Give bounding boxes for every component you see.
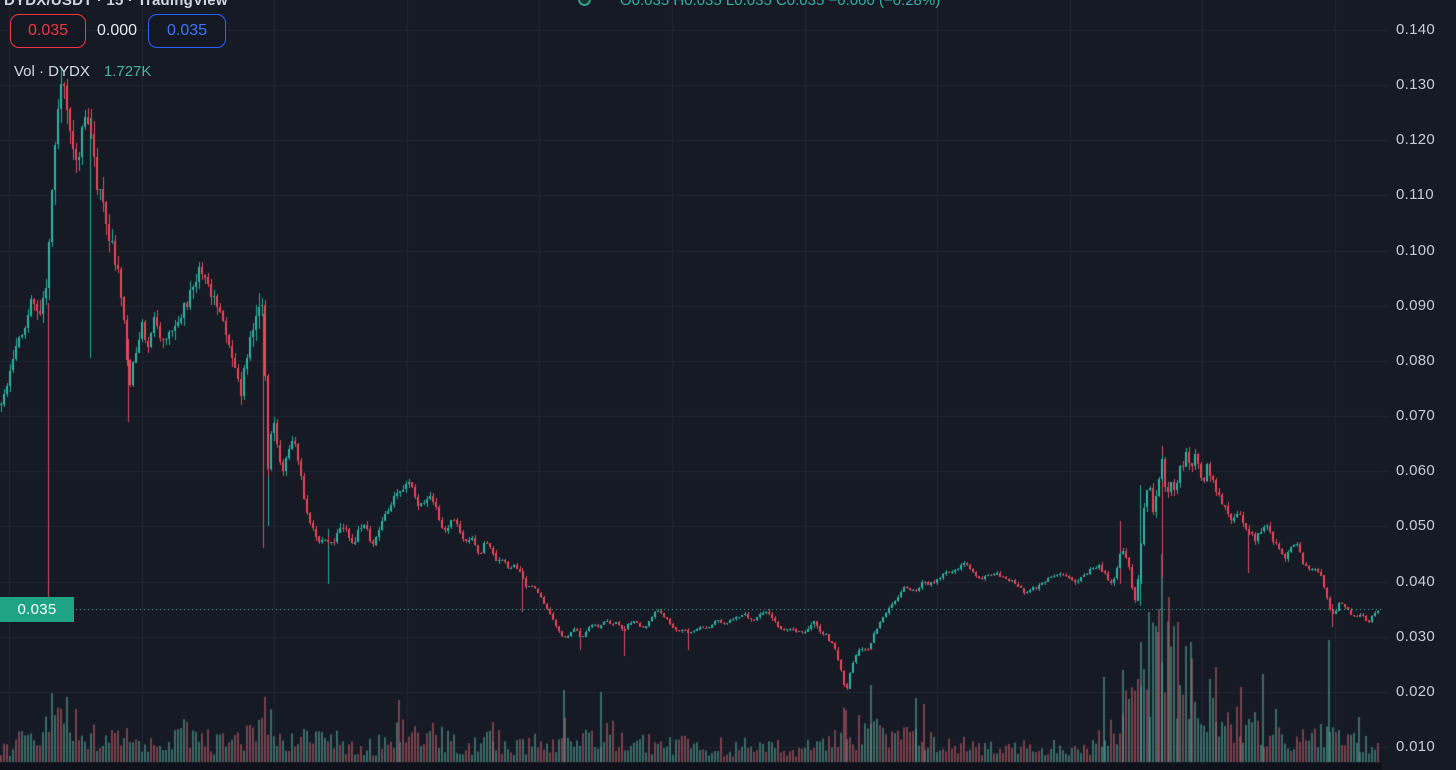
axis-tick-dash: [1382, 360, 1387, 362]
axis-tick-dash: [1382, 471, 1387, 473]
axis-tick-dash: [1382, 195, 1387, 197]
price-axis-tick: 0.060: [1396, 462, 1436, 480]
symbol-title: DYDX/USDT · 15 · TradingView: [4, 0, 228, 9]
price-axis-tick: 0.110: [1396, 186, 1434, 204]
price-axis-tick: 0.040: [1396, 572, 1436, 590]
volume-value[interactable]: 1.727K: [103, 62, 152, 80]
price-axis-tick: 0.050: [1396, 517, 1436, 535]
symbol-info-bar: DYDX/USDT · 15 · TradingView O0.035 H0.0…: [0, 0, 1456, 11]
price-axis-tick: 0.140: [1396, 21, 1436, 38]
price-axis-tick: 0.030: [1396, 627, 1436, 645]
price-axis-tick: 0.020: [1396, 682, 1436, 700]
price-axis-tick: 0.100: [1396, 241, 1436, 259]
spread-value: 0.000: [96, 22, 138, 39]
axis-tick-dash: [1382, 581, 1387, 583]
bottom-axis-strip: [0, 763, 1456, 770]
axis-tick-dash: [1382, 526, 1387, 528]
current-price-tag: 0.035: [0, 597, 74, 622]
candlestick-chart-canvas[interactable]: [0, 0, 1382, 770]
price-axis-tick: 0.010: [1396, 737, 1436, 755]
price-axis-tick: 0.090: [1396, 296, 1436, 314]
axis-tick-dash: [1382, 636, 1387, 638]
price-axis[interactable]: 0.140 0.130 0.120 0.110 0.100 0.090 0.080 0.070…: [1382, 0, 1456, 770]
axis-tick-dash: [1382, 305, 1387, 307]
axis-tick-dash: [1382, 416, 1387, 418]
axis-tick-dash: [1382, 30, 1387, 31]
volume-legend: Vol · DYDX 1.727K: [14, 62, 151, 80]
axis-tick-dash: [1382, 85, 1387, 87]
volume-label: Vol · DYDX: [14, 62, 90, 80]
sell-price: 0.035: [27, 22, 69, 39]
axis-tick-dash: [1382, 691, 1387, 693]
axis-tick-dash: [1382, 746, 1387, 748]
ohlc-values: O0.035 H0.035 L0.035 C0.035 −0.000 (−0.2…: [620, 0, 941, 9]
buy-button[interactable]: 0.035: [148, 14, 226, 48]
price-axis-tick: 0.130: [1396, 76, 1436, 94]
axis-tick-dash: [1382, 140, 1387, 142]
price-axis-tick: 0.120: [1396, 131, 1436, 149]
buy-price: 0.035: [166, 22, 208, 39]
status-dot-icon: [578, 0, 591, 6]
price-axis-tick: 0.080: [1396, 351, 1436, 369]
price-axis-tick: 0.070: [1396, 407, 1436, 425]
current-price-text: 0.035: [17, 601, 57, 618]
axis-tick-dash: [1382, 250, 1387, 252]
sell-button[interactable]: 0.035: [10, 14, 86, 48]
